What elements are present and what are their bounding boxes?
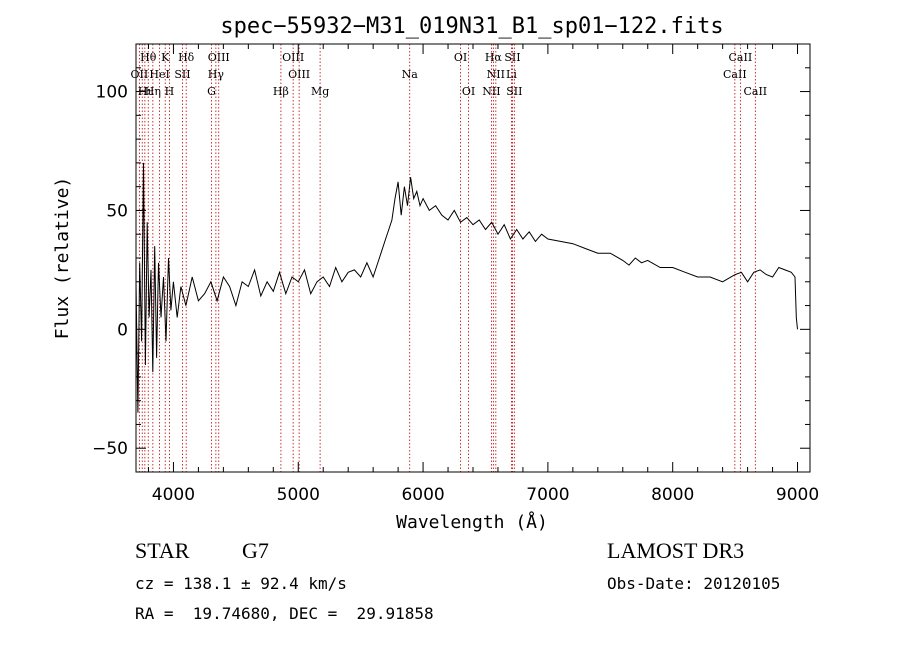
spectral-line-label: OIII [288, 68, 310, 81]
spectral-line-label: SII [504, 51, 520, 64]
spectral-line-label: HeI [149, 68, 169, 81]
spectral-line-label: NII [487, 68, 505, 81]
spectral-line-label: H [165, 85, 175, 98]
x-tick-label: 8000 [651, 485, 694, 505]
spectral-line-label: NII [482, 85, 500, 98]
survey-name: LAMOST DR3 [607, 538, 745, 563]
spectral-line-label: OIII [282, 51, 304, 64]
x-tick-label: 9000 [776, 485, 819, 505]
spectral-line-label: OII [131, 68, 149, 81]
y-axis-label: Flux (relative) [52, 177, 73, 340]
spectral-line-label: OI [454, 51, 467, 64]
observation-date: Obs-Date: 20120105 [607, 574, 781, 593]
x-tick-label: 7000 [526, 485, 569, 505]
spectral-line-label: CaII [729, 51, 753, 64]
spectral-line-label: CaII [743, 85, 767, 98]
spectral-line-label: Hα [485, 51, 503, 64]
object-subclass: G7 [242, 538, 269, 563]
spectral-line-label: SII [174, 68, 190, 81]
spectral-line-markers [138, 44, 756, 472]
spectral-line-label: Hδ [178, 51, 195, 64]
spectrum-series-line [135, 162, 798, 413]
x-tick-label: 6000 [401, 485, 444, 505]
spectral-line-label: OI [462, 85, 475, 98]
spectral-line-label: Li [506, 68, 517, 81]
spectral-line-label: OIII [208, 51, 230, 64]
y-tick-label: 50 [106, 201, 128, 221]
spectral-line-label: Na [402, 68, 419, 81]
object-class: STAR [135, 538, 190, 563]
y-axis: −50 0 50 100 [92, 43, 810, 473]
spectral-line-label: Hβ [273, 85, 289, 98]
chart-title: spec−55932−M31_019N31_B1_sp01−122.fits [220, 14, 723, 39]
spectral-line-label: G [207, 85, 216, 98]
y-tick-label: 100 [96, 83, 128, 103]
spectral-line-label: Hγ [208, 68, 225, 81]
spectral-line-label: CaII [723, 68, 747, 81]
spectral-line-label: Hθ [140, 51, 157, 64]
redshift-cz: cz = 138.1 ± 92.4 km/s [135, 574, 347, 593]
spectral-line-label: Mg [311, 85, 329, 98]
y-tick-label: 0 [117, 320, 128, 340]
x-axis-label: Wavelength (Å) [396, 511, 548, 533]
spectral-line-label: K [161, 51, 170, 64]
x-tick-label: 5000 [277, 485, 320, 505]
coordinates: RA = 19.74680, DEC = 29.91858 [135, 604, 434, 623]
spectral-line-label: SII [506, 85, 522, 98]
x-tick-label: 4000 [152, 485, 195, 505]
y-tick-label: −50 [92, 439, 128, 459]
spectral-line-label: Hη [145, 85, 161, 98]
plot-frame [135, 43, 811, 473]
x-axis: 4000 5000 6000 7000 8000 9000 [147, 44, 819, 505]
